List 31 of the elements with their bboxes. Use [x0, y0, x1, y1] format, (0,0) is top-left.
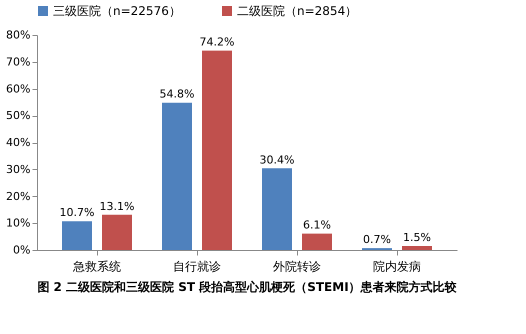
x-tick-label: 院内发病	[373, 260, 421, 274]
data-label: 30.4%	[260, 153, 294, 166]
data-label: 54.8%	[160, 88, 194, 101]
y-tick-label: 40%	[6, 136, 30, 149]
data-label: 74.2%	[200, 36, 234, 49]
bar	[262, 168, 292, 250]
bar	[202, 50, 232, 250]
y-tick-label: 60%	[6, 82, 30, 96]
legend-label: 三级医院（n=22576）	[53, 4, 181, 18]
legend-label: 二级医院（n=2854）	[237, 4, 358, 18]
y-tick-label: 70%	[6, 55, 30, 68]
bar	[302, 234, 332, 250]
data-label: 13.1%	[100, 200, 134, 213]
bar	[62, 221, 92, 250]
x-tick-label: 急救系统	[72, 260, 121, 274]
bar	[402, 246, 432, 250]
data-label: 1.5%	[403, 230, 431, 244]
y-tick-label: 50%	[6, 109, 30, 122]
y-tick-label: 80%	[6, 28, 30, 42]
y-tick-label: 0%	[13, 244, 30, 256]
bar	[162, 102, 192, 250]
y-tick-label: 10%	[6, 216, 30, 230]
data-label: 0.7%	[363, 233, 391, 246]
y-tick-label: 30%	[6, 162, 30, 176]
bar	[102, 214, 132, 250]
data-label: 10.7%	[60, 206, 94, 220]
x-tick-label: 自行就诊	[173, 260, 221, 274]
y-tick-label: 20%	[6, 190, 30, 203]
x-tick-label: 外院转诊	[273, 260, 321, 274]
data-label: 6.1%	[303, 218, 331, 232]
text: 图 2 二级医院和三级医院 ST 段抬高型心肌梗死（STEMI）患者来院方式比较	[37, 280, 458, 294]
